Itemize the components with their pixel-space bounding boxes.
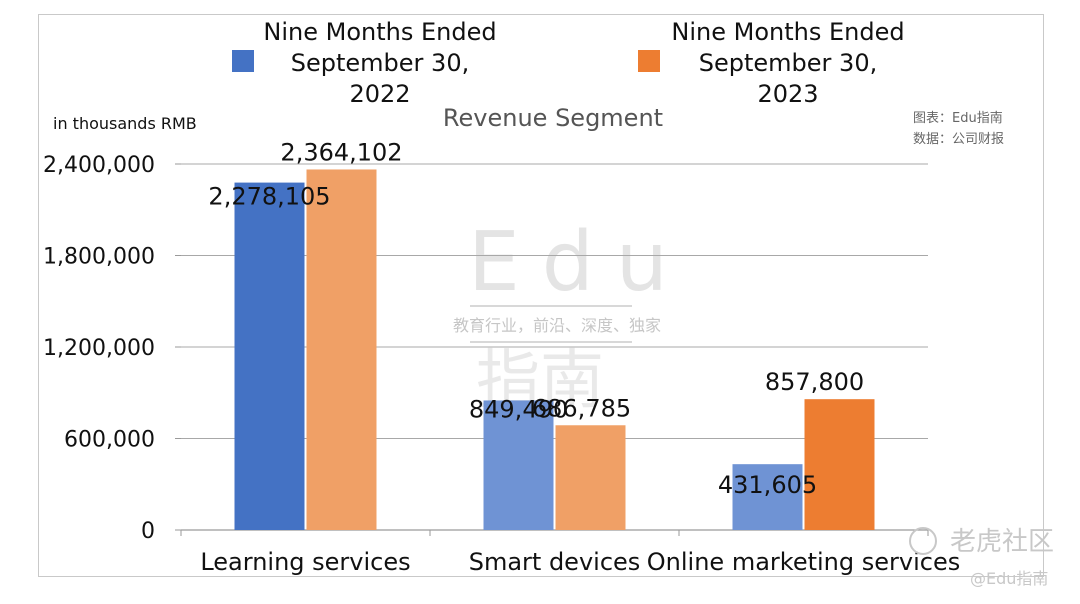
credit-chart-by: 图表：Edu指南 <box>913 110 1003 126</box>
legend-2022-line3: 2022 <box>349 80 410 108</box>
data-label: 431,605 <box>718 471 817 499</box>
watermark-main: Edu <box>468 215 690 310</box>
data-label: 2,278,105 <box>208 183 330 211</box>
bar-2022 <box>483 400 554 530</box>
chart-title: Revenue Segment <box>443 104 663 132</box>
bar-2023 <box>306 169 377 531</box>
legend-swatch-2023 <box>638 50 660 72</box>
watermark-tagline: 教育行业，前沿、深度、独家 <box>453 316 661 335</box>
x-category-label: Smart devices <box>469 548 641 576</box>
corner-logo-icon <box>909 527 937 555</box>
data-label: 686,785 <box>532 394 631 422</box>
corner-handle: @Edu指南 <box>970 569 1048 588</box>
bar-2023 <box>804 399 875 530</box>
legend-2022-line2: September 30, <box>291 49 469 77</box>
x-category-label: Online marketing services <box>647 548 960 576</box>
bar-2023 <box>555 425 626 530</box>
legend-2023-line1: Nine Months Ended <box>671 18 904 46</box>
bar-2022 <box>234 182 305 530</box>
y-tick-label: 0 <box>141 519 155 544</box>
y-tick-label: 600,000 <box>64 428 155 453</box>
legend-2023-line3: 2023 <box>757 80 818 108</box>
y-gridlines <box>180 163 929 536</box>
y-tick-label: 1,800,000 <box>43 245 155 270</box>
chart-frame <box>38 14 1044 577</box>
corner-watermark: 老虎社区 @Edu指南 <box>909 527 1054 588</box>
credit-data-from: 数据：公司财报 <box>913 132 1004 147</box>
data-label: 849,490 <box>469 395 568 423</box>
bar-2022 <box>732 464 803 530</box>
legend-2023-line2: September 30, <box>699 49 877 77</box>
y-axis-ticks: 0 600,000 1,200,000 1,800,000 2,400,000 <box>43 153 181 544</box>
x-category-label: Learning services <box>200 548 410 576</box>
bars <box>234 169 875 531</box>
watermark: Edu 教育行业，前沿、深度、独家 指南 <box>453 215 690 418</box>
x-axis-categories: Learning services Smart devices Online mar… <box>200 548 960 576</box>
legend-2022-line1: Nine Months Ended <box>263 18 496 46</box>
legend-swatch-2022 <box>232 50 254 72</box>
legend: Nine Months Ended September 30, 2022 Nin… <box>232 18 905 108</box>
y-tick-label: 2,400,000 <box>43 153 155 178</box>
y-tick-label: 1,200,000 <box>43 336 155 361</box>
data-label: 857,800 <box>765 368 864 396</box>
corner-brand: 老虎社区 <box>950 527 1054 557</box>
y-axis-unit-label: in thousands RMB <box>53 114 197 133</box>
data-label: 2,364,102 <box>280 138 402 166</box>
